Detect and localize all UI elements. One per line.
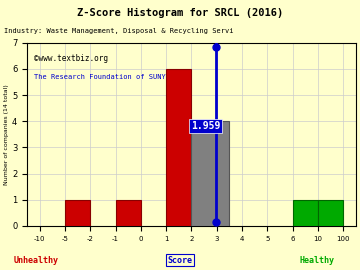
Text: Unhealthy: Unhealthy	[14, 256, 58, 265]
Text: 1.959: 1.959	[191, 122, 220, 131]
Text: ©www.textbiz.org: ©www.textbiz.org	[33, 54, 108, 63]
Text: Industry: Waste Management, Disposal & Recycling Servi: Industry: Waste Management, Disposal & R…	[4, 28, 233, 34]
Bar	[192, 121, 229, 226]
Text: Z-Score Histogram for SRCL (2016): Z-Score Histogram for SRCL (2016)	[77, 8, 283, 18]
Bar	[293, 200, 318, 226]
Bar	[166, 69, 192, 226]
Bar	[65, 200, 90, 226]
Text: Healthy: Healthy	[299, 256, 334, 265]
Text: Score: Score	[167, 256, 193, 265]
Bar	[318, 200, 343, 226]
Bar	[116, 200, 141, 226]
Y-axis label: Number of companies (14 total): Number of companies (14 total)	[4, 84, 9, 185]
Text: The Research Foundation of SUNY: The Research Foundation of SUNY	[33, 74, 165, 80]
